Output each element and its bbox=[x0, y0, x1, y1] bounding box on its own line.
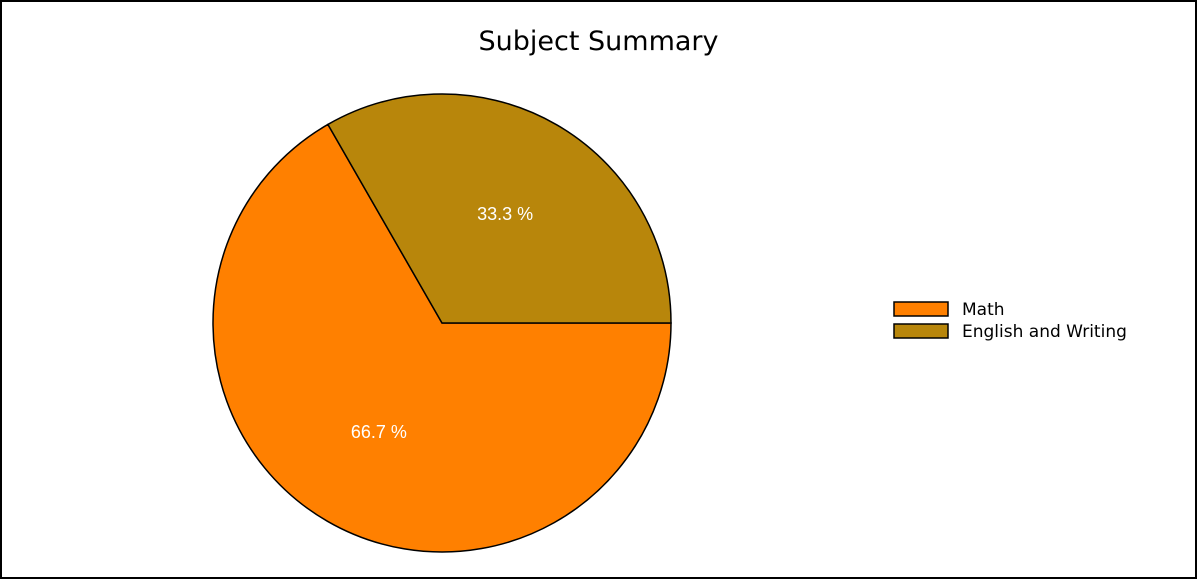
legend-swatch-math bbox=[893, 301, 949, 317]
slice-label-english-and-writing: 33.3 % bbox=[477, 204, 533, 224]
legend-label-math: Math bbox=[962, 300, 1005, 320]
pie-slice-english-and-writing bbox=[326, 93, 672, 324]
slice-label-math: 66.7 % bbox=[351, 422, 407, 442]
pie-slices bbox=[212, 93, 672, 553]
legend-swatch-english-and-writing bbox=[893, 323, 949, 339]
chart-title: Subject Summary bbox=[478, 26, 719, 57]
pie-slice-math bbox=[212, 123, 672, 553]
pie-slice-labels: 66.7 % 33.3 % bbox=[351, 204, 533, 442]
legend-label-english-and-writing: English and Writing bbox=[962, 322, 1127, 342]
